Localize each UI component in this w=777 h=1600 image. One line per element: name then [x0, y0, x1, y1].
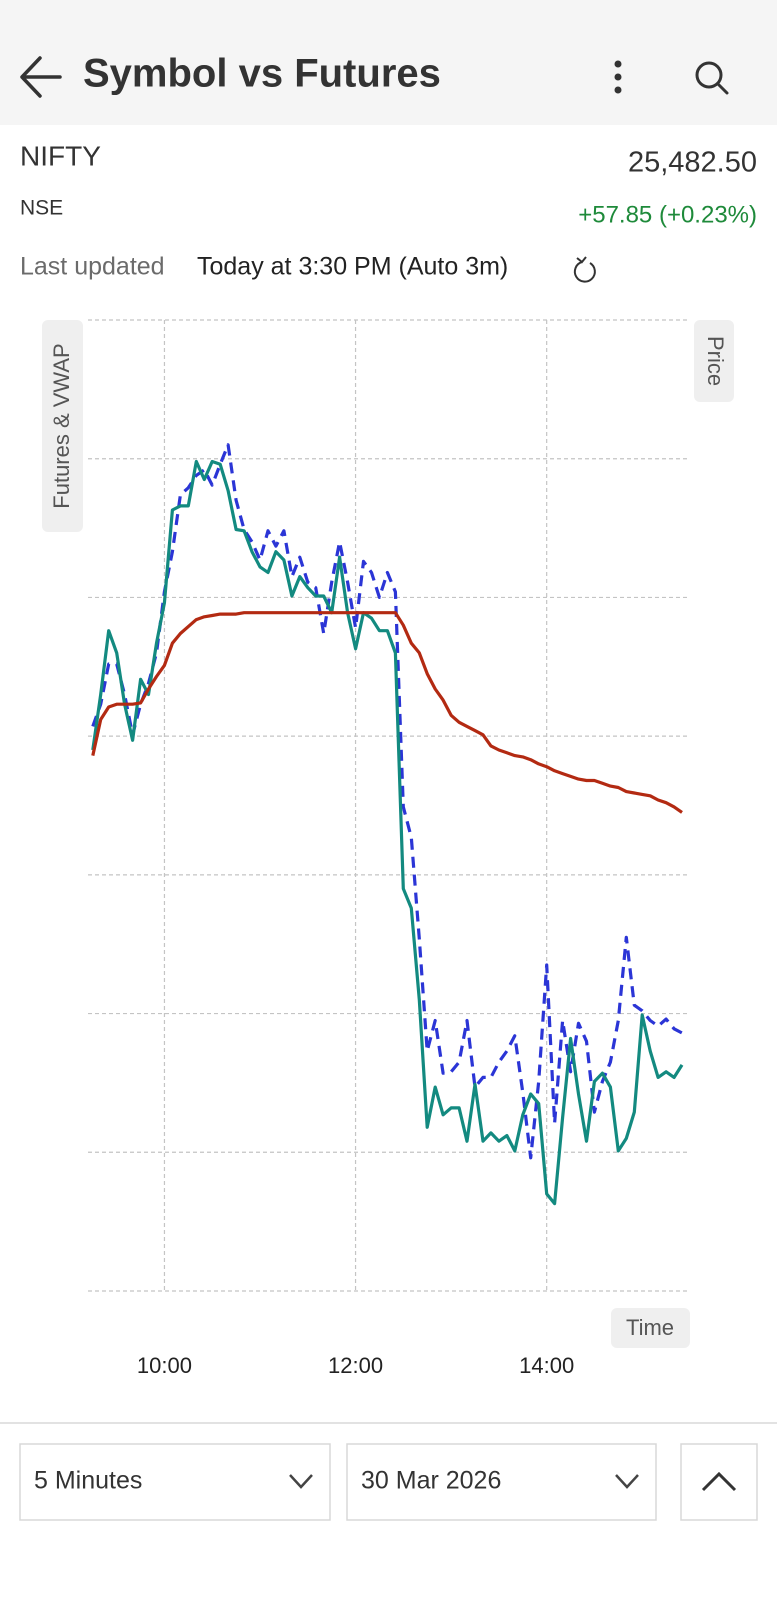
back-button[interactable]	[20, 56, 62, 98]
y-axis-label: Futures & VWAP	[42, 320, 83, 532]
y2-axis-title: Price	[703, 336, 728, 386]
last-updated-value: Today at 3:30 PM (Auto 3m)	[197, 253, 508, 281]
last-updated-label: Last updated	[20, 253, 165, 281]
label-box	[694, 320, 734, 402]
price: 25,482.50	[628, 147, 757, 179]
series-line	[91, 459, 684, 1206]
interval-dropdown[interactable]: 5 Minutes	[19, 1443, 331, 1521]
more-menu[interactable]	[614, 60, 622, 94]
x-axis-label: Time	[611, 1308, 690, 1348]
y2-axis-label: Price	[694, 320, 734, 402]
series-line	[91, 611, 683, 814]
interval-value: 5 Minutes	[34, 1467, 142, 1495]
search-button[interactable]	[695, 61, 729, 95]
x-axis-title: Time	[626, 1315, 674, 1340]
label-box	[611, 1308, 690, 1348]
x-tick-label: 14:00	[519, 1353, 574, 1378]
x-tick-label: 12:00	[328, 1353, 383, 1378]
label-box	[42, 320, 83, 532]
date-dropdown[interactable]: 30 Mar 2026	[346, 1443, 657, 1521]
date-value: 30 Mar 2026	[361, 1467, 501, 1495]
collapse-button[interactable]	[680, 1443, 758, 1521]
chart: 10:00 12:00 14:00 Futures & VWAP Price Time	[42, 319, 734, 1378]
y-axis-title: Futures & VWAP	[49, 343, 74, 508]
series-line	[91, 443, 683, 1160]
price-change: +57.85 (+0.23%)	[578, 201, 757, 228]
refresh-button[interactable]	[573, 256, 596, 283]
exchange: NSE	[20, 197, 63, 220]
page-title: Symbol vs Futures	[83, 52, 441, 96]
symbol: NIFTY	[20, 140, 101, 171]
x-tick-label: 10:00	[137, 1353, 192, 1378]
app-bar	[0, 0, 777, 125]
